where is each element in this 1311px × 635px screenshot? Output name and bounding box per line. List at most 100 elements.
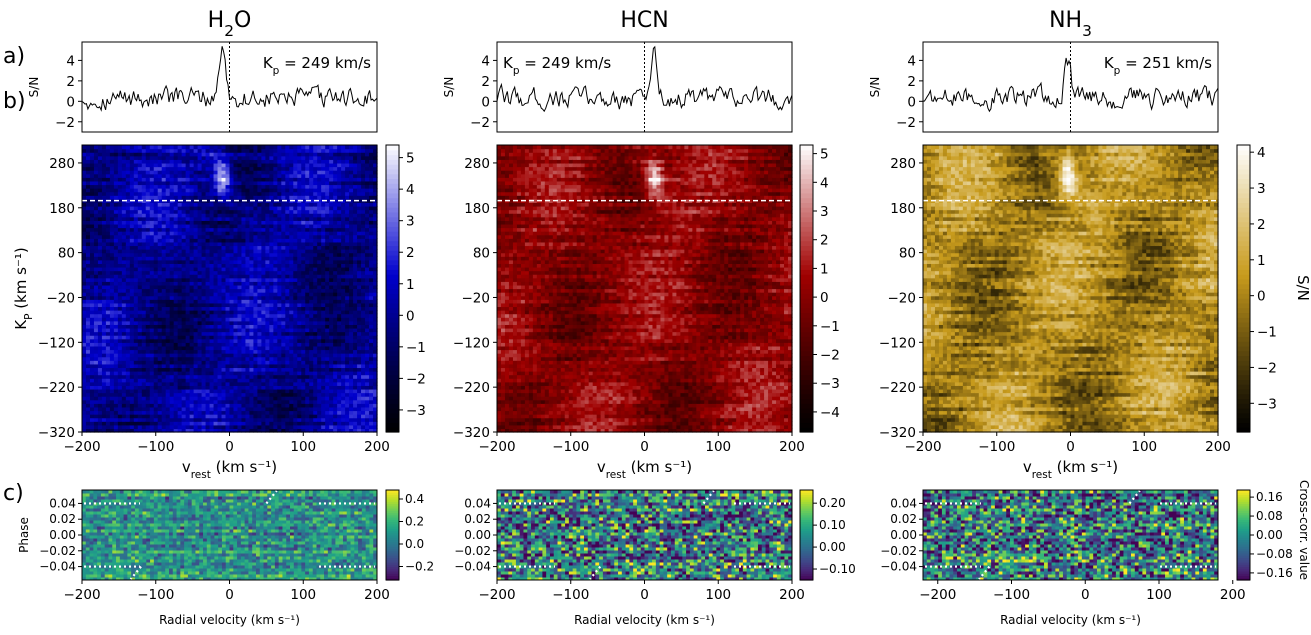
heatmap-cell <box>130 206 135 210</box>
heatmap-cell <box>198 195 203 199</box>
heatmap-cell <box>257 167 262 171</box>
heatmap-cell <box>301 271 306 275</box>
heatmap-cell <box>285 425 290 429</box>
heatmap-cell <box>249 292 254 296</box>
heatmap-cell <box>94 367 99 371</box>
heatmap-cell <box>241 389 246 393</box>
heatmap-cell <box>198 253 203 257</box>
heatmap-cell <box>110 339 115 343</box>
heatmap-cell <box>313 332 318 336</box>
heatmap-cell <box>313 267 318 271</box>
heatmap-cell <box>94 407 99 411</box>
heatmap-cell <box>138 332 143 336</box>
heatmap-cell <box>178 314 183 318</box>
heatmap-cell <box>194 202 199 206</box>
heatmap-cell <box>233 220 238 224</box>
heatmap-cell <box>134 360 139 364</box>
heatmap-cell <box>241 403 246 407</box>
heatmap-cell <box>186 184 191 188</box>
heatmap-cell <box>218 328 223 332</box>
heatmap-cell <box>118 285 123 289</box>
heatmap-cell <box>170 328 175 332</box>
heatmap-cell <box>281 321 286 325</box>
heatmap-cell <box>166 253 171 257</box>
heatmap-cell <box>98 202 103 206</box>
heatmap-cell <box>110 382 115 386</box>
heatmap-cell <box>241 188 246 192</box>
heatmap-cell <box>106 152 111 156</box>
heatmap-cell <box>158 360 163 364</box>
heatmap-cell <box>206 371 211 375</box>
heatmap-cell <box>261 335 266 339</box>
heatmap-cell <box>218 253 223 257</box>
heatmap-cell <box>269 242 274 246</box>
heatmap-cell <box>170 271 175 275</box>
heatmap-cell <box>82 303 87 307</box>
heatmap-cell <box>98 425 103 429</box>
heatmap-cell <box>313 238 318 242</box>
heatmap-cell <box>277 149 282 153</box>
heatmap-cell <box>261 281 266 285</box>
heatmap-cell <box>182 242 187 246</box>
heatmap-cell <box>261 418 266 422</box>
heatmap-cell <box>285 163 290 167</box>
heatmap-cell <box>281 192 286 196</box>
heatmap-cell <box>309 349 314 353</box>
heatmap-cell <box>102 360 107 364</box>
heatmap-cell <box>178 210 183 214</box>
heatmap-cell <box>130 177 135 181</box>
heatmap-cell <box>305 346 310 350</box>
heatmap-cell <box>226 321 231 325</box>
title-sub: 2 <box>224 22 234 40</box>
heatmap-cell <box>281 378 286 382</box>
heatmap-cell <box>309 367 314 371</box>
heatmap-cell <box>178 306 183 310</box>
heatmap-cell <box>261 407 266 411</box>
heatmap-cell <box>214 256 219 260</box>
heatmap-cell <box>241 335 246 339</box>
heatmap-cell <box>146 296 151 300</box>
heatmap-cell <box>166 335 171 339</box>
heatmap-cell <box>206 271 211 275</box>
heatmap-cell <box>182 224 187 228</box>
heatmap-cell <box>154 314 159 318</box>
heatmap-cell <box>218 421 223 425</box>
heatmap-cell <box>269 353 274 357</box>
heatmap-cell <box>174 403 179 407</box>
heatmap-cell <box>154 267 159 271</box>
heatmap-cell <box>126 314 131 318</box>
heatmap-cell <box>102 149 107 153</box>
heatmap-cell <box>146 342 151 346</box>
heatmap-cell <box>253 188 258 192</box>
heatmap-cell <box>261 332 266 336</box>
heatmap-cell <box>214 210 219 214</box>
heatmap-cell <box>218 292 223 296</box>
heatmap-cell <box>166 289 171 293</box>
heatmap-cell <box>210 174 215 178</box>
heatmap-cell <box>194 159 199 163</box>
heatmap-cell <box>237 375 242 379</box>
heatmap-cell <box>265 167 270 171</box>
heatmap-cell <box>114 414 119 418</box>
heatmap-cell <box>317 260 322 264</box>
heatmap-cell <box>214 184 219 188</box>
heatmap-cell <box>245 195 250 199</box>
heatmap-cell <box>321 382 326 386</box>
heatmap-cell <box>233 188 238 192</box>
heatmap-cell <box>126 188 131 192</box>
heatmap-cell <box>110 228 115 232</box>
heatmap-cell <box>126 306 131 310</box>
heatmap-cell <box>218 332 223 336</box>
heatmap-cell <box>82 231 87 235</box>
heatmap-cell <box>233 167 238 171</box>
heatmap-cell <box>237 317 242 321</box>
heatmap-cell <box>253 346 258 350</box>
heatmap-cell <box>202 407 207 411</box>
heatmap-cell <box>150 213 155 217</box>
heatmap-cell <box>277 342 282 346</box>
heatmap-cell <box>305 393 310 397</box>
heatmap-cell <box>245 328 250 332</box>
heatmap-cell <box>122 181 127 185</box>
heatmap-cell <box>257 217 262 221</box>
heatmap-cell <box>317 321 322 325</box>
